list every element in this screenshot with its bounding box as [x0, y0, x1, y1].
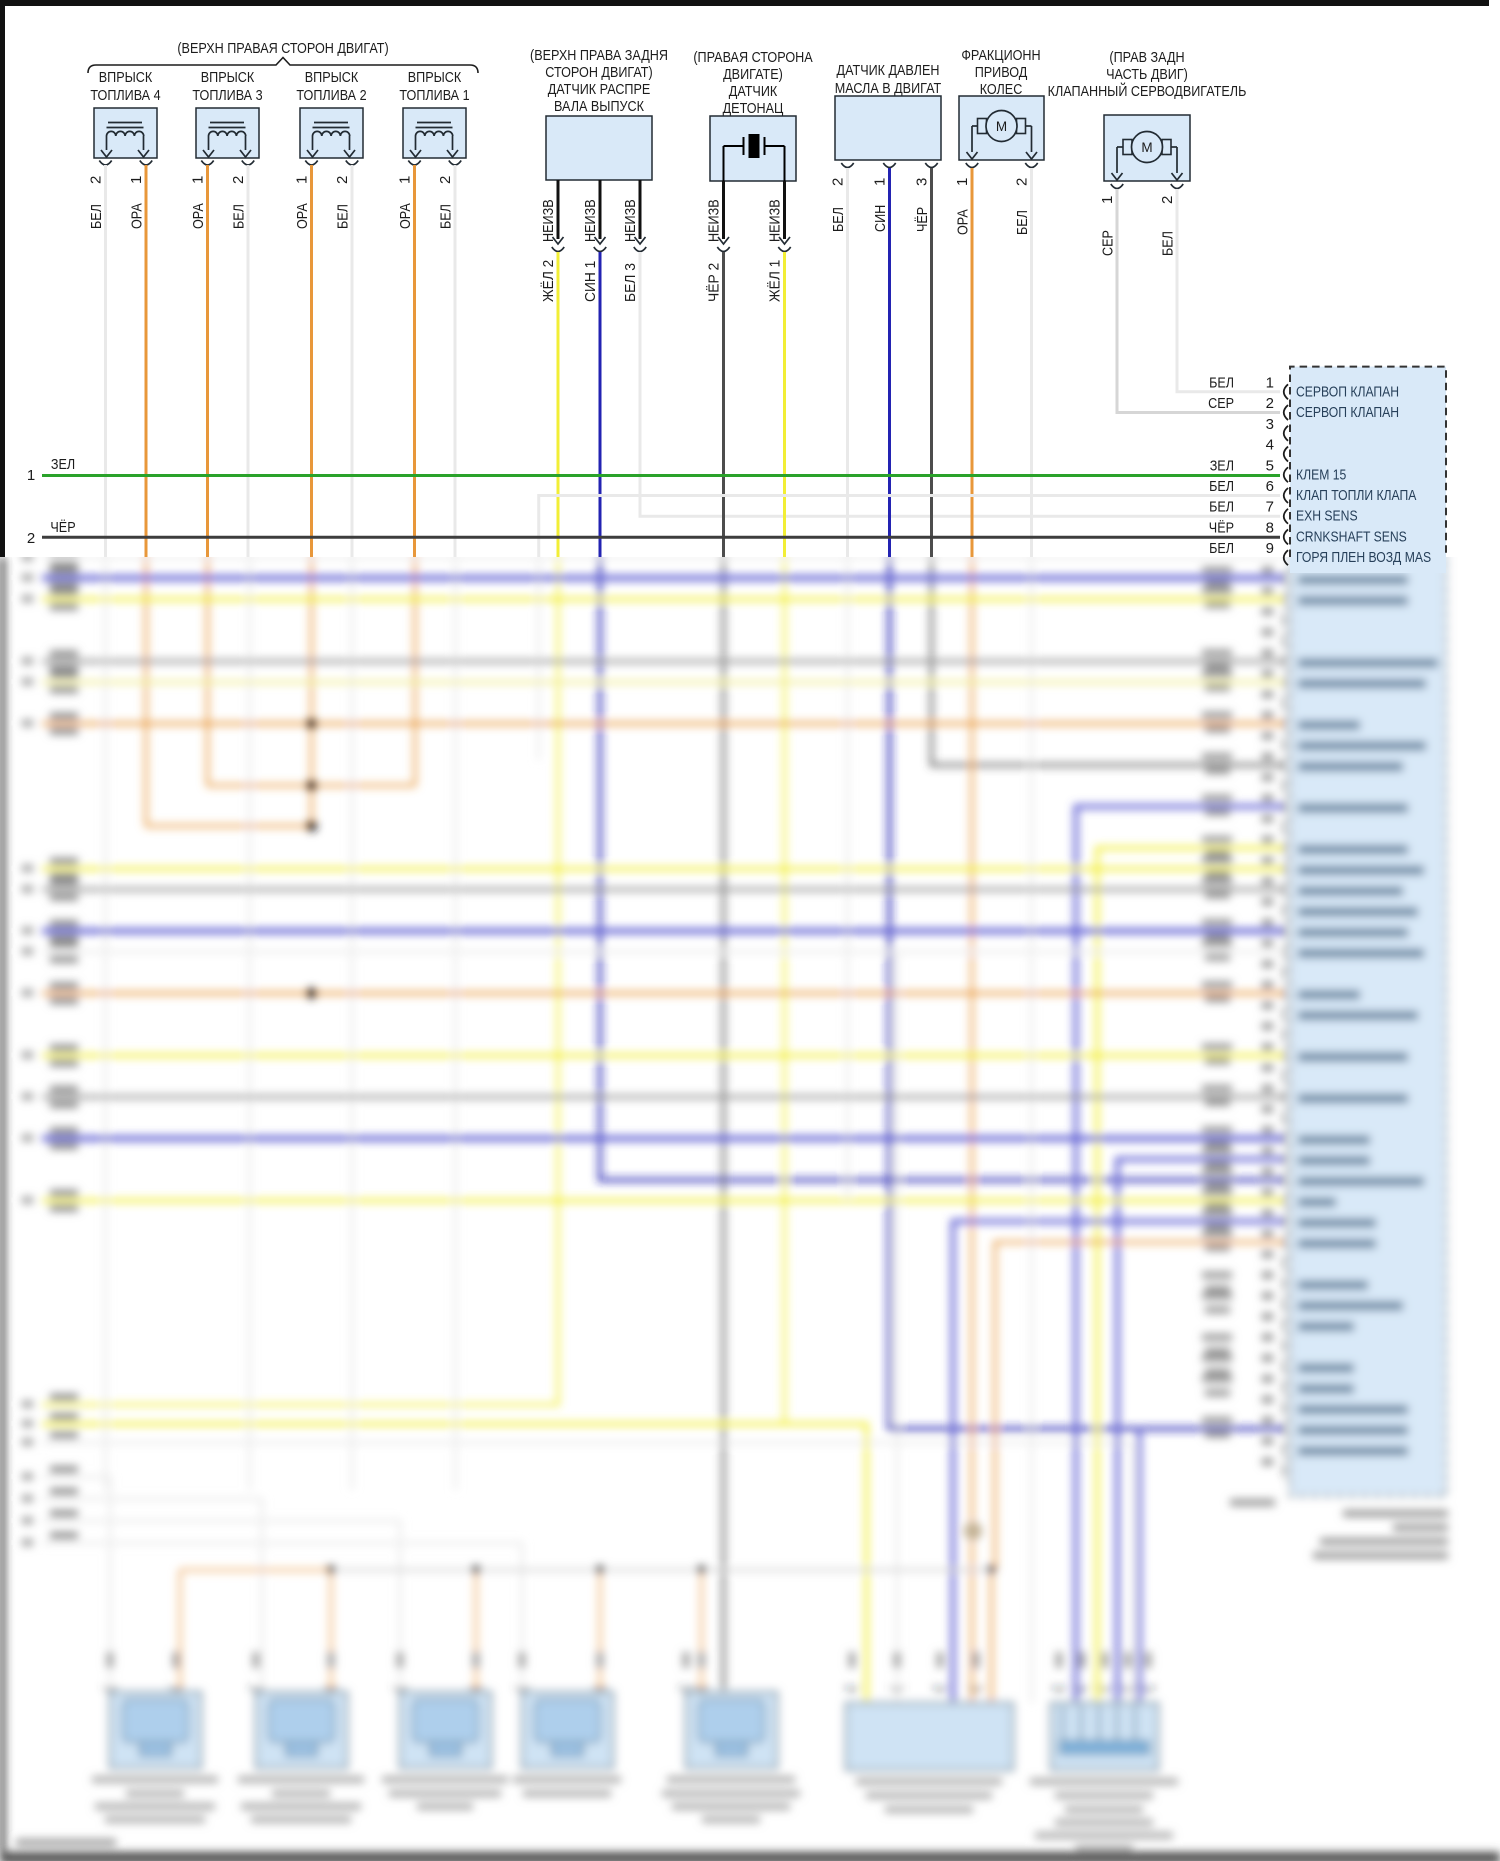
- svg-text:ЖЁЛ 2: ЖЁЛ 2: [540, 260, 557, 302]
- svg-text:1: 1: [397, 176, 414, 184]
- svg-text:(ПРАВАЯ СТОРОНА: (ПРАВАЯ СТОРОНА: [693, 49, 812, 66]
- svg-text:ДАТЧИК РАСПРЕ: ДАТЧИК РАСПРЕ: [548, 81, 651, 98]
- svg-text:БЕЛ: БЕЛ: [1014, 210, 1031, 235]
- svg-text:8: 8: [1266, 519, 1274, 536]
- svg-text:ГОРЯ ПЛЕН ВОЗД MAS: ГОРЯ ПЛЕН ВОЗД MAS: [1296, 550, 1431, 566]
- svg-text:ДАТЧИК ДАВЛЕН: ДАТЧИК ДАВЛЕН: [837, 62, 940, 79]
- svg-text:КЛЕМ 15: КЛЕМ 15: [1296, 467, 1346, 483]
- svg-text:КЛАПАННЫЙ СЕРВОДВИГАТЕЛЬ: КЛАПАННЫЙ СЕРВОДВИГАТЕЛЬ: [1048, 82, 1247, 100]
- svg-text:ТОПЛИВА 4: ТОПЛИВА 4: [90, 87, 160, 104]
- svg-text:ОРА: ОРА: [129, 203, 146, 229]
- svg-text:ЧАСТЬ ДВИГ): ЧАСТЬ ДВИГ): [1106, 66, 1188, 83]
- svg-text:МАСЛА В ДВИГАТ: МАСЛА В ДВИГАТ: [835, 80, 942, 97]
- svg-text:БЕЛ: БЕЛ: [88, 204, 105, 229]
- svg-text:СЕР: СЕР: [1100, 230, 1117, 256]
- svg-text:БЕЛ: БЕЛ: [335, 204, 352, 229]
- svg-text:EXH SENS: EXH SENS: [1296, 509, 1358, 525]
- svg-text:2: 2: [27, 530, 35, 547]
- svg-text:2: 2: [830, 178, 847, 186]
- svg-text:1: 1: [1099, 196, 1116, 204]
- svg-text:ДВИГАТЕ): ДВИГАТЕ): [723, 66, 783, 83]
- svg-text:2: 2: [1014, 178, 1031, 186]
- svg-text:БЕЛ: БЕЛ: [1209, 499, 1234, 516]
- svg-text:4: 4: [1266, 437, 1274, 454]
- svg-text:1: 1: [872, 178, 889, 186]
- svg-text:ОРА: ОРА: [397, 203, 414, 229]
- svg-text:СЕР: СЕР: [1208, 395, 1234, 412]
- svg-text:3: 3: [914, 178, 931, 186]
- svg-text:9: 9: [1266, 540, 1274, 557]
- svg-text:2: 2: [1159, 196, 1176, 204]
- svg-text:СЕРВОП КЛАПАН: СЕРВОП КЛАПАН: [1296, 405, 1399, 421]
- svg-text:СТОРОН ДВИГАТ): СТОРОН ДВИГАТ): [545, 64, 652, 81]
- svg-text:СЕРВОП КЛАПАН: СЕРВОП КЛАПАН: [1296, 384, 1399, 400]
- svg-text:ЗЕЛ: ЗЕЛ: [51, 456, 75, 473]
- svg-text:ФРАКЦИОНН: ФРАКЦИОНН: [961, 47, 1040, 64]
- svg-text:1: 1: [1266, 374, 1274, 391]
- svg-text:ВПРЫСК: ВПРЫСК: [408, 69, 462, 86]
- svg-text:1: 1: [190, 176, 207, 184]
- svg-text:БЕЛ: БЕЛ: [1209, 478, 1234, 495]
- svg-text:ВАЛА ВЫПУСК: ВАЛА ВЫПУСК: [554, 98, 644, 115]
- svg-text:БЕЛ: БЕЛ: [231, 204, 248, 229]
- svg-text:2: 2: [334, 176, 351, 184]
- svg-text:ТОПЛИВА 3: ТОПЛИВА 3: [192, 87, 262, 104]
- svg-text:2: 2: [437, 176, 454, 184]
- svg-text:7: 7: [1266, 499, 1274, 516]
- svg-text:ВПРЫСК: ВПРЫСК: [201, 69, 255, 86]
- svg-text:ТОПЛИВА 2: ТОПЛИВА 2: [296, 87, 366, 104]
- svg-text:БЕЛ: БЕЛ: [438, 204, 455, 229]
- svg-text:ДАТЧИК: ДАТЧИК: [729, 83, 778, 100]
- svg-text:М: М: [1141, 140, 1152, 155]
- svg-text:КОЛЕС: КОЛЕС: [980, 81, 1023, 98]
- svg-text:6: 6: [1266, 478, 1274, 495]
- svg-text:2: 2: [1266, 395, 1274, 412]
- svg-text:1: 1: [954, 178, 971, 186]
- svg-text:БЕЛ: БЕЛ: [1209, 540, 1234, 557]
- svg-text:СИН: СИН: [872, 205, 889, 232]
- svg-text:3: 3: [1266, 416, 1274, 433]
- svg-text:1: 1: [294, 176, 311, 184]
- svg-text:НЕИЗВ: НЕИЗВ: [767, 199, 784, 242]
- svg-text:ОРА: ОРА: [955, 209, 972, 235]
- svg-text:БЕЛ: БЕЛ: [830, 207, 847, 232]
- svg-text:ПРИВОД: ПРИВОД: [975, 64, 1028, 81]
- svg-text:ЧЁР 2: ЧЁР 2: [706, 263, 723, 302]
- svg-text:КЛАП ТОПЛИ КЛАПА: КЛАП ТОПЛИ КЛАПА: [1296, 488, 1417, 504]
- svg-text:(ВЕРХН ПРАВА ЗАДНЯ: (ВЕРХН ПРАВА ЗАДНЯ: [530, 47, 668, 64]
- svg-text:БЕЛ: БЕЛ: [1160, 231, 1177, 256]
- svg-text:ДЕТОНАЦ: ДЕТОНАЦ: [723, 100, 784, 117]
- svg-text:ЖЁЛ 1: ЖЁЛ 1: [767, 260, 784, 302]
- svg-text:ОРА: ОРА: [294, 203, 311, 229]
- svg-text:(ПРАВ ЗАДН: (ПРАВ ЗАДН: [1109, 49, 1184, 66]
- svg-text:2: 2: [230, 176, 247, 184]
- svg-text:2: 2: [88, 176, 105, 184]
- svg-text:НЕИЗВ: НЕИЗВ: [706, 199, 723, 242]
- svg-text:ЧЁР: ЧЁР: [1209, 519, 1234, 536]
- svg-text:1: 1: [128, 176, 145, 184]
- svg-text:CRNKSHAFT SENS: CRNKSHAFT SENS: [1296, 529, 1407, 545]
- svg-text:ВПРЫСК: ВПРЫСК: [305, 69, 359, 86]
- svg-text:ОРА: ОРА: [190, 203, 207, 229]
- svg-text:НЕИЗВ: НЕИЗВ: [622, 199, 639, 242]
- svg-text:ТОПЛИВА 1: ТОПЛИВА 1: [399, 87, 469, 104]
- svg-text:М: М: [996, 119, 1007, 134]
- svg-text:1: 1: [27, 467, 35, 484]
- svg-text:СИН 1: СИН 1: [582, 261, 599, 302]
- svg-text:НЕИЗВ: НЕИЗВ: [582, 199, 599, 242]
- svg-text:ВПРЫСК: ВПРЫСК: [99, 69, 153, 86]
- svg-text:ЗЕЛ: ЗЕЛ: [1210, 457, 1234, 474]
- svg-text:ЧЁР: ЧЁР: [50, 519, 75, 536]
- svg-text:5: 5: [1266, 457, 1274, 474]
- svg-text:БЕЛ 3: БЕЛ 3: [622, 263, 639, 302]
- svg-text:ЧЁР: ЧЁР: [914, 207, 931, 232]
- svg-text:БЕЛ: БЕЛ: [1209, 374, 1234, 391]
- svg-text:НЕИЗВ: НЕИЗВ: [540, 199, 557, 242]
- svg-text:(ВЕРХН ПРАВАЯ СТОРОН ДВИГАТ): (ВЕРХН ПРАВАЯ СТОРОН ДВИГАТ): [177, 40, 388, 57]
